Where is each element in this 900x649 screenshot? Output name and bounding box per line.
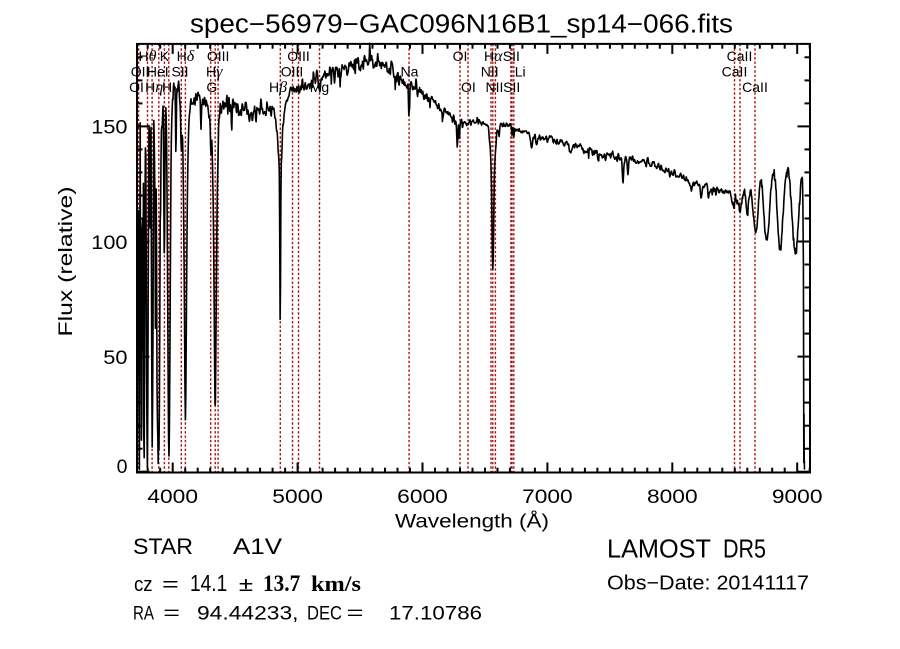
svg-text:CaII: CaII: [742, 79, 768, 95]
svg-text:LAMOST: LAMOST: [607, 534, 711, 564]
svg-text:OII: OII: [131, 64, 150, 80]
svg-text:14.1: 14.1: [190, 570, 227, 596]
svg-text:RA: RA: [133, 604, 154, 625]
svg-text:8000: 8000: [647, 486, 698, 508]
svg-text:Na: Na: [401, 64, 419, 80]
svg-text:cz: cz: [134, 574, 153, 596]
svg-text:OIII: OIII: [281, 64, 304, 80]
svg-text:OI: OI: [129, 79, 144, 95]
svg-text:=: =: [347, 604, 364, 625]
svg-text:Hθ: Hθ: [139, 48, 157, 65]
svg-text:94.44233,: 94.44233,: [197, 603, 299, 625]
svg-text:=: =: [163, 604, 180, 625]
svg-text:DR5: DR5: [723, 534, 766, 564]
svg-text:CaII: CaII: [722, 64, 748, 80]
svg-text:A1V: A1V: [233, 534, 282, 559]
svg-text:Obs−Date: 20141117: Obs−Date: 20141117: [607, 573, 809, 595]
svg-text:NII: NII: [481, 64, 499, 80]
svg-text:150: 150: [91, 117, 127, 139]
svg-text:SII: SII: [171, 64, 188, 80]
svg-text:100: 100: [91, 232, 127, 254]
svg-text:5000: 5000: [272, 486, 323, 508]
svg-text:7000: 7000: [522, 486, 573, 508]
svg-text:SII: SII: [503, 48, 520, 64]
svg-text:±: ±: [239, 572, 254, 596]
svg-text:OIII: OIII: [207, 48, 230, 64]
svg-text:Wavelength (Å): Wavelength (Å): [395, 512, 549, 533]
svg-text:0: 0: [117, 456, 128, 478]
svg-text:spec−56979−GAC096N16B1_sp14−06: spec−56979−GAC096N16B1_sp14−066.fits: [190, 10, 733, 38]
svg-text:HeI: HeI: [147, 64, 169, 80]
svg-text:17.10786: 17.10786: [389, 603, 482, 625]
svg-text:Hα: Hα: [484, 48, 503, 65]
svg-text:13.7: 13.7: [263, 571, 300, 596]
svg-text:Hβ: Hβ: [269, 79, 287, 96]
svg-text:STAR: STAR: [133, 534, 193, 559]
svg-text:Flux (relative): Flux (relative): [55, 187, 77, 337]
svg-text:K: K: [160, 48, 170, 64]
svg-text:9000: 9000: [772, 486, 823, 508]
svg-text:km/s: km/s: [311, 571, 361, 596]
svg-text:CaII: CaII: [727, 48, 753, 64]
svg-text:Hη: Hη: [145, 79, 163, 96]
svg-text:H: H: [162, 79, 172, 95]
svg-text:G: G: [206, 79, 217, 95]
svg-text:Hδ: Hδ: [177, 48, 195, 65]
svg-text:OIII: OIII: [287, 48, 310, 64]
svg-text:Hγ: Hγ: [206, 64, 223, 81]
svg-text:OI: OI: [453, 48, 468, 64]
svg-text:50: 50: [103, 347, 127, 369]
svg-text:=: =: [162, 574, 179, 596]
svg-text:OI: OI: [461, 79, 476, 95]
svg-text:6000: 6000: [397, 486, 448, 508]
svg-text:NII: NII: [485, 79, 503, 95]
svg-text:4000: 4000: [147, 486, 198, 508]
svg-text:DEC: DEC: [307, 604, 342, 625]
svg-text:Li: Li: [515, 64, 526, 80]
svg-text:SII: SII: [503, 79, 520, 95]
